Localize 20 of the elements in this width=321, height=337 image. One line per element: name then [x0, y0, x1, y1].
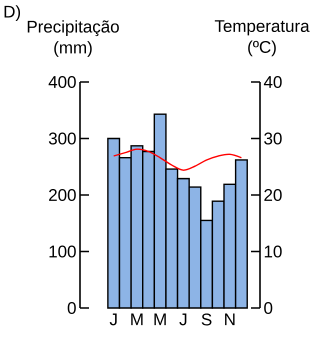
- x-tick-label: J: [179, 314, 186, 326]
- y2-tick-label: 30: [264, 132, 282, 145]
- y2-tick-label: 10: [264, 246, 282, 258]
- y2-tick-label: 40: [264, 76, 282, 88]
- y-tick-label: 100: [50, 246, 76, 258]
- chart-title: D): [4, 5, 20, 21]
- y2-axis-title: Temperatura (ºC): [214, 20, 310, 56]
- y2-tick-label: 20: [264, 189, 282, 202]
- line-series: [112, 148, 242, 171]
- y2-tick-label: 0: [264, 302, 272, 314]
- x-tick-label: S: [202, 314, 212, 326]
- x-tick-label: J: [110, 314, 117, 326]
- y-tick-label: 400: [48, 76, 76, 88]
- x-tick-label: N: [225, 314, 235, 326]
- x-tick-label: M: [154, 314, 166, 326]
- y-axis-title: Precipitação (mm): [28, 20, 119, 57]
- y-tick-label: 300: [48, 132, 76, 145]
- y-tick-label: 200: [49, 189, 76, 202]
- y-tick-label: 0: [68, 302, 76, 314]
- x-tick-label: M: [131, 314, 143, 326]
